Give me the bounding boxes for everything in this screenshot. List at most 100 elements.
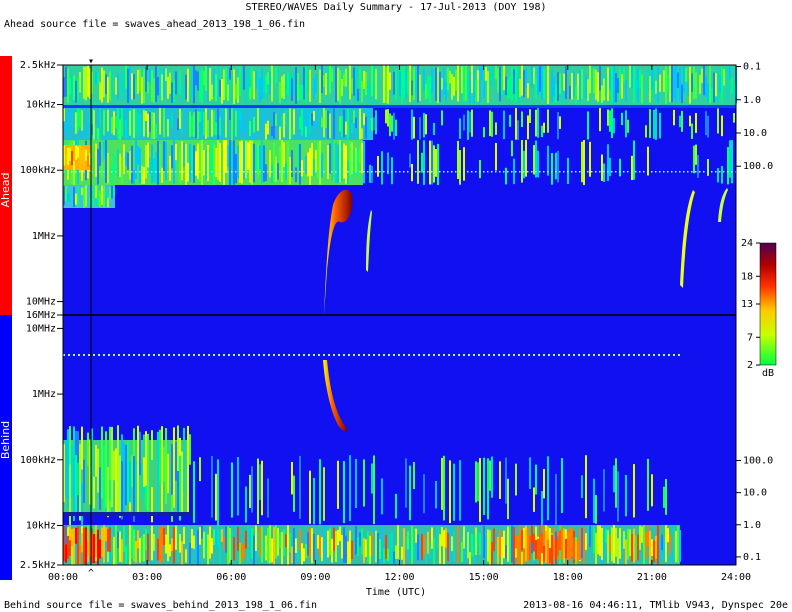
texture [447, 171, 449, 173]
texture [615, 528, 617, 557]
texture [77, 108, 79, 131]
texture [333, 354, 335, 356]
texture [445, 81, 447, 101]
behind-source: Behind source file = swaves_behind_2013_… [4, 600, 317, 611]
texture [283, 113, 285, 138]
texture [145, 110, 147, 121]
texture [107, 529, 109, 552]
texture [95, 71, 97, 85]
texture [161, 525, 163, 562]
texture [151, 171, 153, 173]
texture [523, 171, 525, 173]
texture [321, 65, 323, 94]
texture [135, 78, 137, 94]
texture [505, 457, 507, 504]
texture [495, 122, 497, 135]
texture [215, 148, 217, 178]
texture [263, 171, 265, 173]
texture [607, 144, 609, 182]
texture [353, 67, 355, 96]
texture [415, 171, 417, 173]
texture [111, 426, 113, 508]
texture [145, 431, 147, 501]
texture [103, 185, 105, 208]
texture [89, 195, 91, 206]
texture [63, 108, 65, 122]
texture [299, 171, 301, 173]
texture [159, 108, 161, 135]
texture [589, 141, 591, 177]
texture [289, 108, 291, 140]
texture [671, 549, 673, 563]
texture [561, 75, 563, 104]
texture [95, 525, 97, 557]
texture [545, 531, 547, 563]
texture [157, 76, 159, 96]
texture [225, 108, 227, 138]
texture [427, 531, 429, 554]
texture [263, 110, 265, 125]
texture [105, 74, 107, 95]
texture [517, 70, 519, 104]
texture [273, 111, 275, 139]
texture [363, 459, 365, 507]
texture [547, 109, 549, 133]
texture [417, 534, 419, 561]
texture [431, 171, 433, 173]
texture [117, 531, 119, 549]
texture [499, 529, 501, 557]
texture [271, 538, 273, 563]
texture [78, 354, 80, 356]
texture [77, 77, 79, 102]
texture [511, 65, 513, 101]
texture [219, 171, 221, 173]
texture [247, 525, 249, 563]
texture [133, 74, 135, 100]
texture [547, 456, 549, 521]
texture [527, 115, 529, 140]
texture [163, 141, 165, 172]
texture [665, 65, 667, 104]
texture [81, 482, 83, 525]
x-tick-label: 06:00 [216, 572, 246, 583]
texture [489, 530, 491, 565]
texture [648, 354, 650, 356]
texture [621, 535, 623, 551]
texture [137, 530, 139, 549]
texture [555, 531, 557, 544]
texture [495, 171, 497, 173]
texture [441, 457, 443, 510]
texture [139, 537, 141, 563]
texture [275, 156, 277, 182]
texture [595, 495, 597, 524]
texture [411, 163, 413, 182]
texture [593, 478, 595, 523]
texture [631, 66, 633, 89]
texture [297, 538, 299, 562]
texture [299, 116, 301, 130]
texture [321, 537, 323, 562]
texture [219, 143, 221, 182]
texture [627, 171, 629, 173]
texture [431, 527, 433, 549]
texture [187, 425, 189, 515]
texture [71, 150, 73, 166]
texture [235, 83, 237, 100]
texture [557, 150, 559, 183]
texture [79, 109, 81, 128]
texture [257, 108, 259, 131]
texture [367, 531, 369, 564]
texture [97, 448, 99, 493]
texture [579, 171, 581, 173]
texture [553, 77, 555, 97]
texture [115, 448, 117, 513]
texture [309, 470, 311, 524]
panel-label: Ahead [0, 173, 12, 208]
texture [655, 108, 657, 140]
texture [351, 122, 353, 133]
texture [377, 532, 379, 564]
texture [297, 143, 299, 169]
texture [159, 171, 161, 173]
texture [149, 112, 151, 133]
texture [95, 143, 97, 177]
